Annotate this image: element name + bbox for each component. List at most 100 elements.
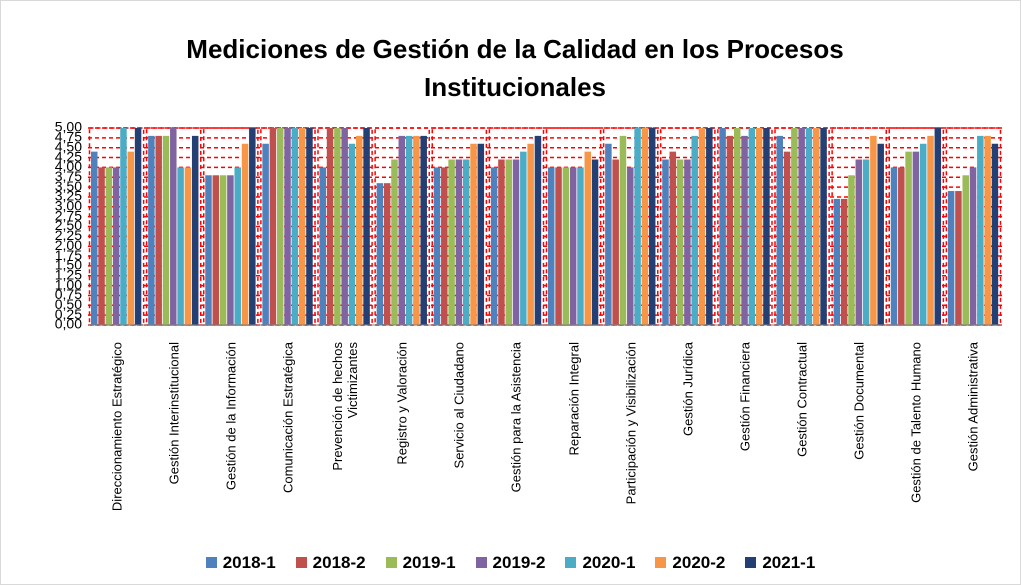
bar <box>977 135 984 325</box>
bar <box>726 135 734 325</box>
legend-item: 2020-1 <box>565 553 635 573</box>
bar <box>619 135 627 325</box>
x-tick-label: Participación y Visibilización <box>623 342 639 505</box>
bar <box>91 151 98 325</box>
bar <box>605 143 612 325</box>
bar <box>184 167 192 325</box>
bar <box>820 128 827 325</box>
bar <box>512 159 520 325</box>
bar <box>612 159 619 325</box>
y-tick-label: 0,75 <box>55 286 82 302</box>
x-tick-label: Reparación Integral <box>566 342 582 456</box>
legend-swatch <box>475 557 487 568</box>
bar <box>962 175 969 325</box>
bar <box>548 167 555 325</box>
bar <box>562 167 570 325</box>
legend-item: 2019-1 <box>385 553 456 573</box>
legend-label: 2020-2 <box>672 553 726 572</box>
x-tick-label: Gestión de la Información <box>223 342 239 491</box>
x-tick-label: Gestión de Talento Humano <box>908 342 924 503</box>
bar <box>234 167 241 325</box>
y-tick-label: 1,00 <box>55 276 82 292</box>
bar <box>669 151 677 325</box>
bar <box>798 128 805 325</box>
y-tick-label: 4,00 <box>55 158 82 174</box>
bar <box>855 159 863 325</box>
x-tick-label: Prevención de hechos Victimizantes <box>330 342 361 471</box>
bar <box>477 143 485 325</box>
bar <box>991 143 999 325</box>
bar <box>641 128 649 325</box>
legend-label: 2019-2 <box>492 553 546 572</box>
y-tick-label: 4,75 <box>55 129 82 145</box>
x-tick-label: Servicio al Ciudadano <box>451 342 467 469</box>
bar <box>947 191 955 325</box>
y-tick-label: 2,25 <box>55 227 82 243</box>
bar <box>534 135 542 325</box>
bar <box>912 151 920 325</box>
bar <box>584 151 592 325</box>
bar <box>334 128 341 325</box>
bar <box>298 128 306 325</box>
y-tick-label: 5,00 <box>55 119 82 135</box>
bar <box>662 159 669 325</box>
bar <box>383 183 391 325</box>
legend-label: 2020-1 <box>582 553 636 572</box>
bar <box>249 128 256 325</box>
bar <box>391 159 398 325</box>
bar <box>127 151 135 325</box>
bar <box>134 128 142 325</box>
y-tick-label: 3,25 <box>55 188 82 204</box>
bar <box>555 167 562 325</box>
bar <box>927 135 934 325</box>
bar <box>755 128 763 325</box>
bar <box>498 159 505 325</box>
x-tick-label: Gestión Documental <box>851 342 867 460</box>
bar <box>813 128 820 325</box>
bar <box>170 128 177 325</box>
legend-label: 2018-1 <box>222 553 276 572</box>
bar <box>191 135 199 325</box>
bar <box>934 128 942 325</box>
legend-swatch <box>565 557 577 568</box>
x-tick-label: Direccionamiento Estratégico <box>109 342 125 512</box>
bar <box>269 128 277 325</box>
bar <box>890 167 898 325</box>
y-tick-label: 1,50 <box>55 257 82 273</box>
legend-item: 2018-1 <box>205 553 276 573</box>
bar <box>433 167 441 325</box>
bar <box>706 128 713 325</box>
bar <box>591 159 599 325</box>
x-tick-label: Gestión para la Asistencia <box>508 342 524 493</box>
bar <box>227 175 234 325</box>
bar <box>398 135 406 325</box>
bar <box>348 143 356 325</box>
bar <box>805 128 813 325</box>
bar <box>284 128 291 325</box>
x-tick-label: Gestión Jurídica <box>680 342 696 436</box>
bar <box>741 135 748 325</box>
bar <box>527 143 534 325</box>
legend-swatch <box>745 557 757 568</box>
bar <box>905 151 912 325</box>
bar <box>212 175 220 325</box>
legend-item: 2019-2 <box>475 553 546 573</box>
y-tick-label: 3,50 <box>55 178 82 194</box>
x-tick-label: Gestión Financiera <box>737 342 753 452</box>
legend-label: 2019-1 <box>402 553 456 572</box>
bar <box>319 167 327 325</box>
x-tick-label: Gestión Interinstitucional <box>166 342 182 485</box>
legend-swatch <box>655 557 667 568</box>
bar <box>241 143 249 325</box>
bar <box>490 167 498 325</box>
x-tick-label: Comunicación Estratégica <box>280 342 296 494</box>
bar <box>413 135 420 325</box>
legend-swatch <box>385 557 397 568</box>
legend-label: 2021-1 <box>762 553 816 572</box>
y-tick-label: 0,50 <box>55 296 82 312</box>
y-tick-label: 2,75 <box>55 207 82 223</box>
bar <box>120 128 127 325</box>
legend-swatch <box>295 557 307 568</box>
x-tick-label: Gestión Administrativa <box>965 342 981 472</box>
